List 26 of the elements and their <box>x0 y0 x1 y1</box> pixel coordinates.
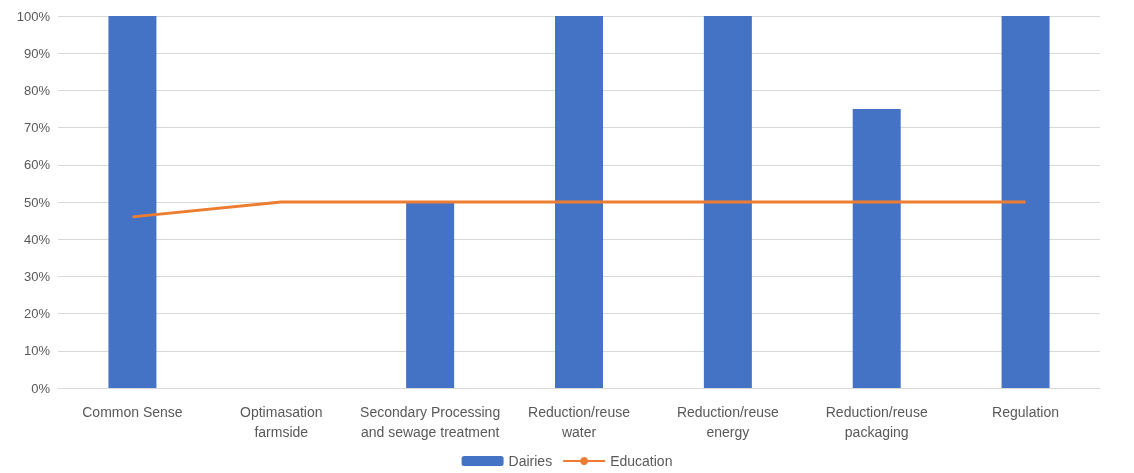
x-tick-label: Reduction/reuse energy <box>676 404 780 440</box>
bar <box>406 202 455 388</box>
y-tick-label: 90% <box>23 45 51 61</box>
bar <box>108 16 157 388</box>
y-tick-label: 100% <box>16 8 51 24</box>
x-tick-label: Optimasation farmside <box>240 404 323 440</box>
bar <box>852 109 901 388</box>
y-tick-label: 70% <box>23 120 51 136</box>
y-tick-label: 50% <box>23 194 51 210</box>
x-tick-label: Secondary Processing and sewage treatment <box>360 404 501 440</box>
y-tick-label: 80% <box>23 82 51 98</box>
y-tick-label: 20% <box>23 306 51 322</box>
legend-label: Dairies <box>508 453 553 469</box>
y-tick-label: 30% <box>23 268 51 284</box>
x-tick-label: Regulation <box>992 404 1060 420</box>
legend-label: Education <box>610 453 673 469</box>
y-tick-label: 10% <box>23 343 51 359</box>
x-tick-label: Reduction/reuse packaging <box>825 404 928 440</box>
y-tick-label: 40% <box>23 231 51 247</box>
y-tick-label: 60% <box>23 157 51 173</box>
x-tick-label: Common Sense <box>82 404 183 420</box>
bar <box>555 16 603 388</box>
x-tick-label: Reduction/reuse water <box>528 404 631 440</box>
bar <box>1001 16 1050 388</box>
y-tick-label: 0% <box>31 380 51 396</box>
bar <box>703 16 752 388</box>
